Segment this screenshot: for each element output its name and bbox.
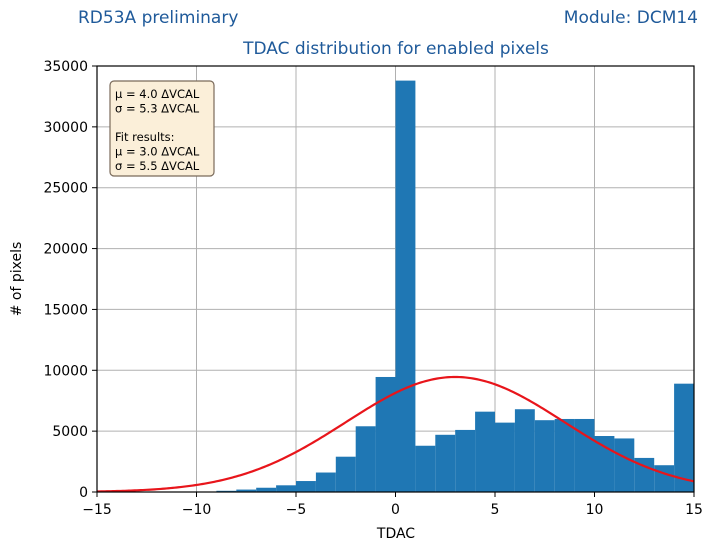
annotation-line: μ = 3.0 ΔVCAL (115, 145, 200, 159)
y-tick-label: 5000 (52, 424, 88, 440)
x-tick-label: −15 (82, 502, 112, 518)
x-tick-label: 15 (685, 502, 703, 518)
histogram-bar (514, 409, 535, 492)
y-tick-label: 30000 (43, 120, 88, 136)
x-tick-label: 10 (586, 502, 604, 518)
histogram-bar (296, 481, 316, 492)
histogram-bar (554, 418, 575, 492)
histogram-bar (475, 411, 495, 492)
fit-curve (96, 375, 695, 493)
y-axis-label: # of pixels (9, 242, 25, 317)
histogram-bar (256, 487, 277, 492)
histogram-bar (276, 485, 296, 492)
x-tick-label: −10 (182, 502, 212, 518)
histogram-bar (415, 445, 436, 492)
histogram-bar (455, 429, 476, 492)
histogram-bar (216, 490, 237, 492)
histogram-bar (335, 456, 356, 492)
x-tick-label: −5 (286, 502, 307, 518)
histogram-bar (654, 465, 675, 492)
header-right: Module: DCM14 (564, 8, 698, 28)
annotation-line: σ = 5.3 ΔVCAL (115, 101, 200, 115)
histogram-bars (216, 80, 694, 492)
annotation-background (109, 80, 215, 177)
annotation-line: Fit results: (115, 130, 175, 144)
annotation-line: σ = 5.5 ΔVCAL (115, 159, 200, 173)
histogram-bar (315, 472, 336, 492)
histogram-bar (355, 426, 376, 492)
histogram-bar (634, 457, 655, 492)
fit-curve-group (96, 375, 695, 493)
y-tick-label: 35000 (43, 59, 88, 75)
y-tick-label: 15000 (43, 302, 88, 318)
histogram-bar (395, 80, 416, 492)
x-tick-label: 5 (491, 502, 500, 518)
chart-title: TDAC distribution for enabled pixels (242, 39, 549, 59)
x-axis-label: TDAC (376, 526, 415, 542)
header-left: RD53A preliminary (78, 8, 238, 28)
histogram-bar (236, 489, 257, 492)
histogram-bar (495, 422, 515, 492)
y-tick-label: 0 (79, 485, 88, 501)
histogram-bar (534, 420, 555, 492)
histogram-bar (435, 434, 456, 492)
histogram-bar (674, 383, 694, 492)
histogram-bar (594, 436, 615, 492)
axis-ticks: −15 −10 −5 0 5 10 15 0 5000 10000 15000 20000 25000 3… (43, 59, 702, 518)
histogram-bar (375, 376, 396, 492)
y-tick-label: 20000 (43, 242, 88, 258)
annotation-line: μ = 4.0 ΔVCAL (115, 87, 200, 101)
x-tick-label: 0 (391, 502, 400, 518)
histogram-bar (614, 438, 635, 492)
y-tick-label: 25000 (43, 181, 88, 197)
y-tick-label: 10000 (43, 363, 88, 379)
